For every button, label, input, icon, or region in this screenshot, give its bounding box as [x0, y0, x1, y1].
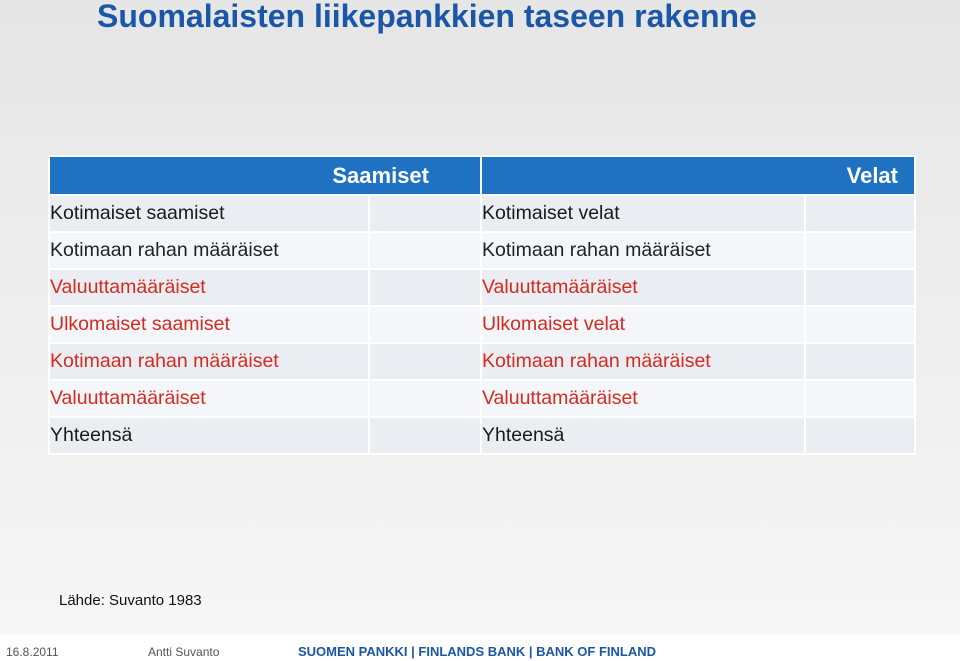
domestic-liabilities-local-currency: Kotimaan rahan määräiset — [480, 231, 806, 270]
footer-bank-name: SUOMEN PANKKI | FINLANDS BANK | BANK OF … — [298, 644, 657, 659]
source-note: Lähde: Suvanto 1983 — [59, 592, 202, 609]
foreign-liabilities-foreign-currency: Valuuttamääräiset — [480, 379, 806, 418]
foreign-liabilities-local-currency: Kotimaan rahan määräiset — [480, 342, 806, 381]
empty-cell — [804, 416, 916, 455]
empty-cell — [804, 379, 916, 418]
liabilities-header: Velat — [480, 155, 916, 196]
table-row: Kotimaan rahan määräiset Kotimaan rahan … — [48, 342, 916, 381]
balance-sheet-table: Saamiset Velat Kotimaiset saamiset Kotim… — [48, 155, 916, 455]
domestic-assets-label: Kotimaiset saamiset — [48, 194, 370, 233]
empty-cell — [368, 194, 482, 233]
empty-cell — [804, 231, 916, 270]
table-row: Valuuttamääräiset Valuuttamääräiset — [48, 268, 916, 307]
empty-cell — [804, 342, 916, 381]
footer-author: Antti Suvanto — [148, 645, 220, 659]
footer-date: 16.8.2011 — [6, 645, 59, 659]
domestic-liabilities-foreign-currency: Valuuttamääräiset — [480, 268, 806, 307]
empty-cell — [804, 268, 916, 307]
domestic-assets-local-currency: Kotimaan rahan määräiset — [48, 231, 370, 270]
empty-cell — [368, 305, 482, 344]
assets-header: Saamiset — [48, 155, 482, 196]
table-row: Ulkomaiset saamiset Ulkomaiset velat — [48, 305, 916, 344]
table-row: Kotimaan rahan määräiset Kotimaan rahan … — [48, 231, 916, 270]
slide-title: Suomalaisten liikepankkien taseen rakenn… — [97, 0, 757, 34]
table-header-row: Saamiset Velat — [48, 155, 916, 196]
empty-cell — [368, 231, 482, 270]
empty-cell — [368, 268, 482, 307]
domestic-liabilities-label: Kotimaiset velat — [480, 194, 806, 233]
footer-bar: 16.8.2011 Antti Suvanto SUOMEN PANKKI | … — [0, 634, 960, 661]
empty-cell — [368, 416, 482, 455]
foreign-liabilities-label: Ulkomaiset velat — [480, 305, 806, 344]
liabilities-total-label: Yhteensä — [480, 416, 806, 455]
table-row: Valuuttamääräiset Valuuttamääräiset — [48, 379, 916, 418]
empty-cell — [804, 194, 916, 233]
foreign-assets-label: Ulkomaiset saamiset — [48, 305, 370, 344]
table-row: Kotimaiset saamiset Kotimaiset velat — [48, 194, 916, 233]
empty-cell — [368, 379, 482, 418]
assets-total-label: Yhteensä — [48, 416, 370, 455]
domestic-assets-foreign-currency: Valuuttamääräiset — [48, 268, 370, 307]
table-row: Yhteensä Yhteensä — [48, 416, 916, 455]
empty-cell — [804, 305, 916, 344]
foreign-assets-local-currency: Kotimaan rahan määräiset — [48, 342, 370, 381]
foreign-assets-foreign-currency: Valuuttamääräiset — [48, 379, 370, 418]
empty-cell — [368, 342, 482, 381]
